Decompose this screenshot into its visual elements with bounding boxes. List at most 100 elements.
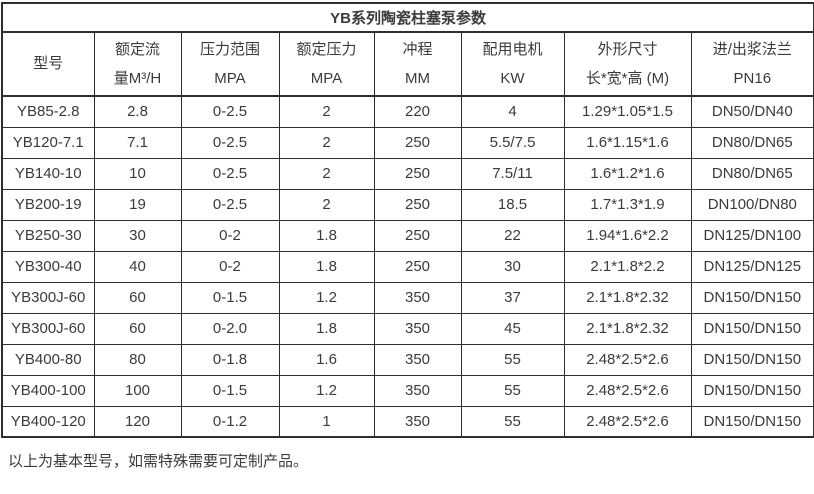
- table-title: YB系列陶瓷柱塞泵参数: [1, 2, 814, 33]
- table-row: YB200-19 19 0-2.5 2 250 18.5 1.7*1.3*1.9 DN100/…: [1, 188, 814, 221]
- table-cell: YB140-10: [1, 157, 95, 190]
- table-cell: 1.7*1.3*1.9: [563, 188, 692, 221]
- table-cell: 0-2.0: [180, 312, 280, 345]
- table-cell: DN150/DN150: [690, 374, 814, 407]
- table-cell: 55: [460, 343, 565, 376]
- table-cell: 220: [373, 95, 462, 128]
- table-body: YB85-2.8 2.8 0-2.5 2 220 4 1.29*1.05*1.5 DN50/D…: [1, 95, 814, 438]
- column-header-line1: 型号: [33, 55, 64, 73]
- table-cell: 0-2.5: [180, 188, 280, 221]
- table-cell: 30: [93, 219, 182, 252]
- table-cell: YB120-7.1: [1, 126, 95, 159]
- table-cell: 2.48*2.5*2.6: [563, 343, 692, 376]
- column-header-line2: MM: [405, 70, 430, 87]
- table-row: YB300J-60 60 0-1.5 1.2 350 37 2.1*1.8*2.32 DN15…: [1, 281, 814, 314]
- table-cell: DN80/DN65: [690, 126, 814, 159]
- column-header-line1: 额定压力: [296, 40, 357, 58]
- table-cell: 350: [373, 374, 462, 407]
- table-cell: 0-1.2: [180, 405, 280, 438]
- table-cell: 1.6*1.2*1.6: [563, 157, 692, 190]
- table-cell: 0-1.5: [180, 281, 280, 314]
- table-cell: DN125/DN100: [690, 219, 814, 252]
- column-header-5: 冲程 MM: [373, 31, 462, 97]
- table-row: YB85-2.8 2.8 0-2.5 2 220 4 1.29*1.05*1.5 DN50/D…: [1, 95, 814, 128]
- table-cell: 2: [278, 95, 375, 128]
- table-row: YB400-80 80 0-1.8 1.6 350 55 2.48*2.5*2.6 DN150…: [1, 343, 814, 376]
- column-header-line2: MPA: [310, 70, 343, 87]
- table-cell: 19: [93, 188, 182, 221]
- table-cell: YB300J-60: [1, 281, 95, 314]
- column-header-line2: PN16: [733, 70, 772, 87]
- table-cell: 30: [460, 250, 565, 283]
- column-header-1: 型号: [1, 31, 95, 97]
- table-cell: 10: [93, 157, 182, 190]
- column-header-2: 额定流量M³/H: [93, 31, 182, 97]
- table-row: YB140-10 10 0-2.5 2 250 7.5/11 1.6*1.2*1.6 DN80…: [1, 157, 814, 190]
- table-cell: 350: [373, 343, 462, 376]
- table-cell: 2.48*2.5*2.6: [563, 405, 692, 438]
- table-row: YB400-100 100 0-1.5 1.2 350 55 2.48*2.5*2.6 DN1…: [1, 374, 814, 407]
- table-row: YB250-30 30 0-2 1.8 250 22 1.94*1.6*2.2 DN125/D…: [1, 219, 814, 252]
- table-cell: 1.29*1.05*1.5: [563, 95, 692, 128]
- table-cell: 0-2.5: [180, 95, 280, 128]
- table-cell: YB400-120: [1, 405, 95, 438]
- table-cell: DN150/DN150: [690, 281, 814, 314]
- table-cell: 350: [373, 405, 462, 438]
- table-cell: 18.5: [460, 188, 565, 221]
- table-cell: DN80/DN65: [690, 157, 814, 190]
- table-cell: 250: [373, 188, 462, 221]
- column-header-8: 进/出浆法兰 PN16: [690, 31, 814, 97]
- table-cell: 1: [278, 405, 375, 438]
- table-cell: 1.6: [278, 343, 375, 376]
- table-cell: 37: [460, 281, 565, 314]
- table-cell: 2: [278, 126, 375, 159]
- column-header-line1: 压力范围: [199, 40, 260, 58]
- table-cell: YB300-40: [1, 250, 95, 283]
- table-cell: 1.6*1.15*1.6: [563, 126, 692, 159]
- table-cell: 0-1.5: [180, 374, 280, 407]
- table-cell: DN125/DN125: [690, 250, 814, 283]
- table-cell: 80: [93, 343, 182, 376]
- table-cell: 2.8: [93, 95, 182, 128]
- table-cell: 45: [460, 312, 565, 345]
- table-cell: 2.1*1.8*2.32: [563, 281, 692, 314]
- table-row: YB120-7.1 7.1 0-2.5 2 250 5.5/7.5 1.6*1.15*1.6…: [1, 126, 814, 159]
- column-header-line2: KW: [500, 70, 525, 87]
- column-header-line1: 冲程: [402, 40, 433, 58]
- table-cell: 250: [373, 250, 462, 283]
- table-cell: DN150/DN150: [690, 343, 814, 376]
- table-title-row: YB系列陶瓷柱塞泵参数: [1, 2, 814, 33]
- column-header-line1: 进/出浆法兰: [712, 40, 792, 58]
- column-header-line2: MPA: [214, 70, 246, 87]
- table-header-row: 型号 额定流 量M³/H 压力范围 MPA 额定压力 MPA 冲程 MM 配用电机 KW 外形尺寸 长*…: [1, 31, 814, 97]
- table-cell: 60: [93, 312, 182, 345]
- table-cell: 60: [93, 281, 182, 314]
- table-cell: 2.1*1.8*2.32: [563, 312, 692, 345]
- table-cell: 250: [373, 157, 462, 190]
- table-cell: 2: [278, 157, 375, 190]
- table-cell: 0-1.8: [180, 343, 280, 376]
- table-cell: 250: [373, 126, 462, 159]
- table-cell: 7.5/11: [460, 157, 565, 190]
- table-cell: 7.1: [93, 126, 182, 159]
- table-cell: 1.8: [278, 219, 375, 252]
- table-cell: DN150/DN150: [690, 405, 814, 438]
- table-cell: 1.94*1.6*2.2: [563, 219, 692, 252]
- pump-spec-table: YB系列陶瓷柱塞泵参数 型号 额定流量M³/H 压力范围 MPA 额定压力 MPA 冲程 MM…: [1, 2, 814, 438]
- table-cell: 100: [93, 374, 182, 407]
- column-header-line1: 额定流: [114, 40, 160, 58]
- table-cell: 0-2.5: [180, 157, 280, 190]
- table-row: YB300-40 40 0-2 1.8 250 30 2.1*1.8*2.2 DN125/DN…: [1, 250, 814, 283]
- column-header-line1: 配用电机: [482, 40, 543, 58]
- table-row: YB300J-60 60 0-2.0 1.8 350 45 2.1*1.8*2.32 DN15…: [1, 312, 814, 345]
- table-row: YB400-120 120 0-1.2 1 350 55 2.48*2.5*2.6 DN150…: [1, 405, 814, 438]
- table-cell: 1.2: [278, 374, 375, 407]
- table-cell: 40: [93, 250, 182, 283]
- table-cell: 1.8: [278, 250, 375, 283]
- column-header-line2: 量M³/H: [113, 70, 162, 87]
- table-cell: YB400-80: [1, 343, 95, 376]
- table-cell: YB400-100: [1, 374, 95, 407]
- table-cell: 1.2: [278, 281, 375, 314]
- table-cell: 2.48*2.5*2.6: [563, 374, 692, 407]
